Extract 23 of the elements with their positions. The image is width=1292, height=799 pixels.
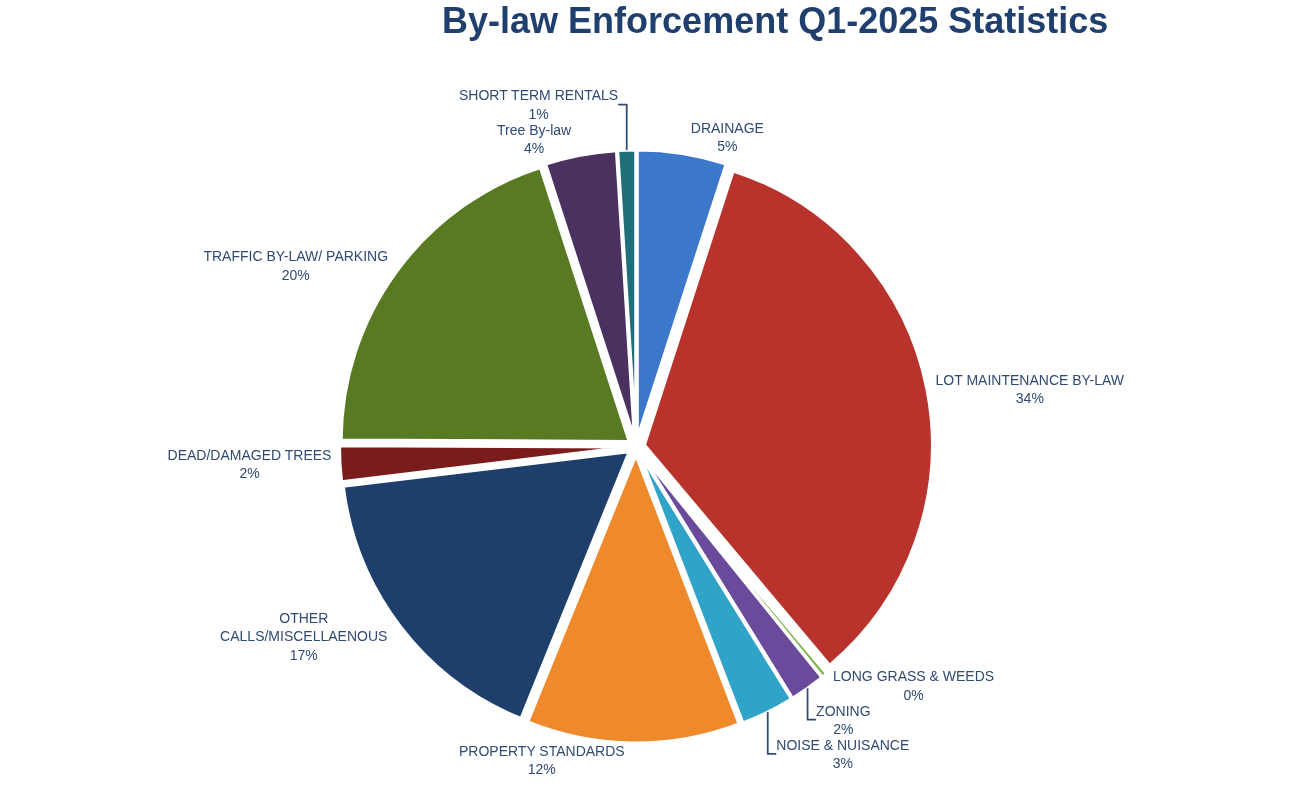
chart-title: By-law Enforcement Q1-2025 Statistics (442, 0, 1109, 42)
slice-label: DRAINAGE (690, 119, 764, 136)
slice-label: PROPERTY STANDARDS (458, 742, 625, 759)
data-label: 12% (527, 761, 556, 778)
slice-label: NOISE & NUISANCE (776, 736, 910, 753)
slice-label: ZONING (816, 702, 871, 719)
data-label: 1% (528, 105, 549, 122)
data-label: 17% (289, 646, 318, 663)
data-label: 34% (1015, 390, 1044, 407)
data-label: 20% (281, 266, 310, 283)
slice-label: SHORT TERM RENTALS (458, 87, 619, 104)
data-label: 3% (832, 755, 853, 772)
slice-label: Tree By-law (497, 121, 573, 138)
slice-label: LOT MAINTENANCE BY-LAW (935, 372, 1125, 389)
slice-label: DEAD/DAMAGED TREES (167, 446, 332, 463)
data-label: 5% (717, 138, 738, 155)
slice-label: LONG GRASS & WEEDS (833, 668, 995, 685)
data-label: 4% (523, 139, 545, 156)
slice-label: TRAFFIC BY-LAW/ PARKING (203, 248, 389, 265)
data-label: 2% (833, 720, 854, 737)
data-label: 2% (239, 464, 260, 481)
data-label: 0% (903, 686, 924, 703)
slice-label: OTHER CALLS/MISCELLAENOUS (220, 610, 388, 645)
